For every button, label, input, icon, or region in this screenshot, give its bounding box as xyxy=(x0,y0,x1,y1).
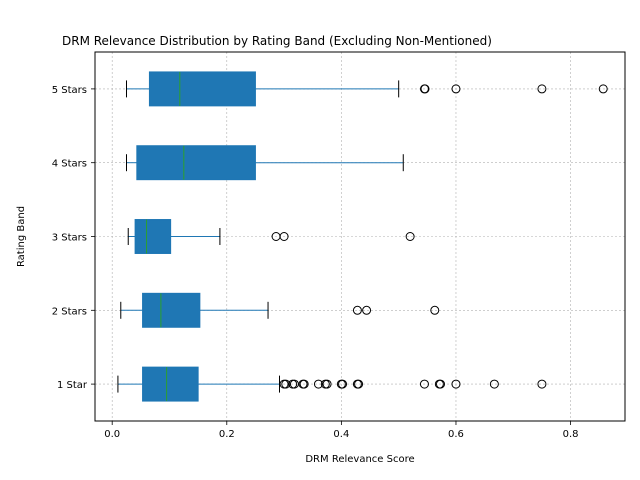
box-group xyxy=(117,366,547,402)
outlier-point xyxy=(313,379,323,389)
y-tick-label: 3 Stars xyxy=(52,233,87,244)
outlier-point xyxy=(352,305,362,315)
outlier-point xyxy=(430,305,440,315)
x-tick-label: 0.6 xyxy=(448,429,464,440)
y-axis-label: Rating Band xyxy=(16,206,27,267)
x-tick-label: 0.0 xyxy=(104,429,120,440)
x-axis-label: DRM Relevance Score xyxy=(305,454,414,465)
y-tick-label: 2 Stars xyxy=(52,306,87,317)
outlier-point xyxy=(436,379,446,389)
iqr-box xyxy=(142,366,199,402)
outlier-point xyxy=(451,379,461,389)
outlier-point xyxy=(598,84,608,94)
outlier-point xyxy=(537,84,547,94)
box-group xyxy=(120,292,440,328)
outlier-point xyxy=(322,379,332,389)
y-tick-label: 1 Star xyxy=(57,380,88,391)
x-tick-label: 0.4 xyxy=(333,429,349,440)
y-tick-label: 4 Stars xyxy=(52,159,87,170)
x-tick-label: 0.8 xyxy=(563,429,579,440)
outlier-point xyxy=(489,379,499,389)
axis-ticks: 0.0 0.2 0.4 0.6 0.8 1 Star 2 Stars 3 Stars 4 Sta… xyxy=(52,85,579,440)
outlier-point xyxy=(405,232,415,241)
chart-title: DRM Relevance Distribution by Rating Ban… xyxy=(62,34,492,48)
outlier-point xyxy=(537,379,547,389)
outlier-point xyxy=(419,379,429,389)
outlier-point xyxy=(279,232,289,241)
iqr-box xyxy=(134,219,172,254)
y-tick-label: 5 Stars xyxy=(52,85,87,96)
outlier-point xyxy=(299,379,309,389)
box-group xyxy=(127,219,415,254)
iqr-box xyxy=(142,292,201,328)
box-group xyxy=(126,71,608,107)
outlier-point xyxy=(338,379,348,389)
box-group xyxy=(126,145,404,181)
outlier-point xyxy=(362,305,372,315)
x-tick-label: 0.2 xyxy=(219,429,235,440)
outlier-point xyxy=(354,379,364,389)
outlier-point xyxy=(420,84,430,94)
iqr-box xyxy=(148,71,256,107)
boxes xyxy=(117,71,608,402)
outlier-point xyxy=(281,379,291,389)
iqr-box xyxy=(136,145,256,181)
outlier-point xyxy=(451,84,461,94)
outlier-point xyxy=(289,379,299,389)
